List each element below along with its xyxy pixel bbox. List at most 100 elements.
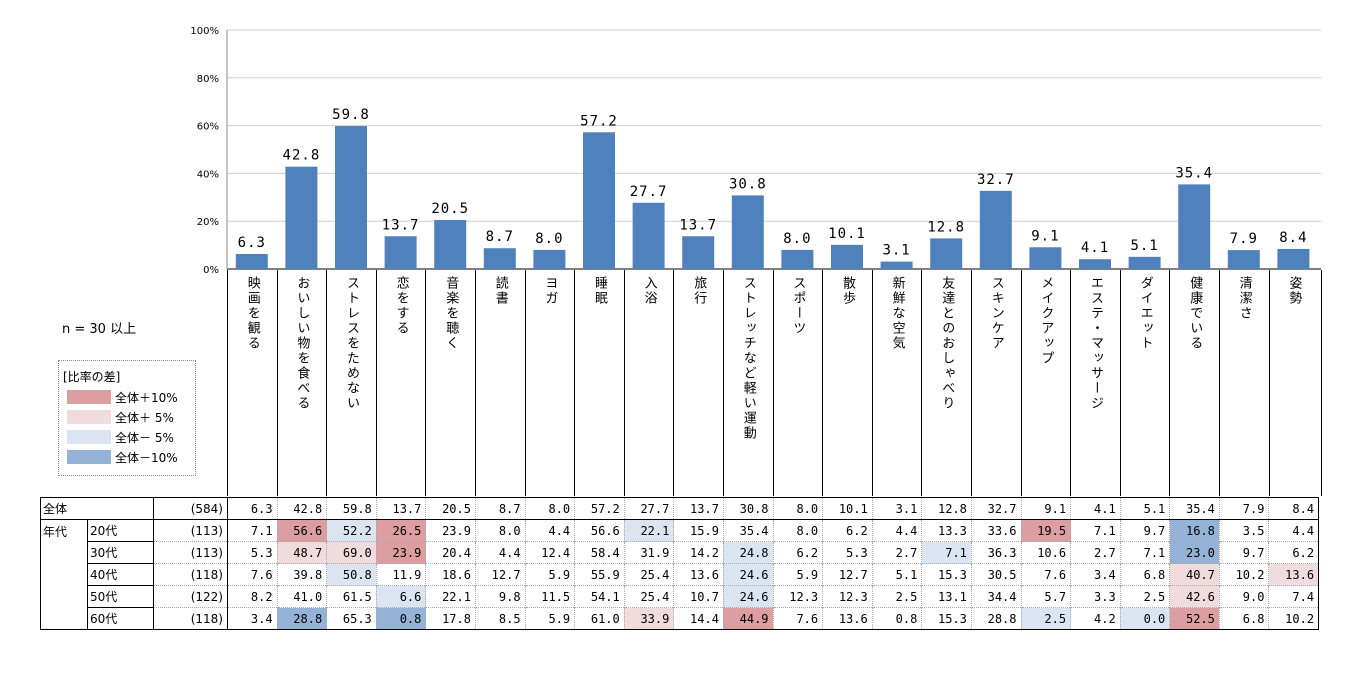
- table-cell: 69.0: [326, 541, 377, 564]
- table-cell: 4.4: [1268, 519, 1320, 542]
- table-cell: 13.7: [673, 497, 724, 520]
- bar: [384, 236, 417, 269]
- table-cell: 33.6: [970, 519, 1021, 542]
- bar-value-labels: 6.3 42.8 59.8 13.7 20.5 8.7 8.0 57.2 27.7 13.7 30.…: [238, 107, 1307, 259]
- category-header: 睡眠: [574, 270, 624, 496]
- table-cell: 34.4: [970, 585, 1021, 608]
- category-label: 姿勢: [1286, 276, 1302, 306]
- table-cell: 65.3: [326, 607, 377, 630]
- table-cell: 12.7: [474, 563, 526, 586]
- bar-value-label: 3.1: [882, 243, 910, 259]
- category-label: スポーツ: [790, 276, 806, 336]
- row-count: (113): [153, 519, 228, 542]
- row-count: (122): [153, 585, 228, 608]
- table-cell: 6.3: [227, 497, 278, 520]
- table-cell: 55.9: [574, 563, 625, 586]
- table-cell: 4.1: [1070, 497, 1121, 520]
- legend-item: 全体－10%: [67, 449, 195, 465]
- table-cell: 8.0: [474, 519, 526, 542]
- legend-item: 全体＋10%: [67, 389, 195, 405]
- row-count: (113): [153, 541, 228, 564]
- table-cell: 10.7: [673, 585, 724, 608]
- table-cell: 58.4: [574, 541, 625, 564]
- table-cell: 20.5: [425, 497, 476, 520]
- bar-value-label: 59.8: [332, 107, 370, 123]
- y-tick-label: 20%: [197, 217, 219, 228]
- y-tick-label: 60%: [197, 122, 219, 133]
- table-cell: 10.2: [1268, 607, 1320, 630]
- table-cell: 13.6: [673, 563, 724, 586]
- y-axis-ticks: 100% 80% 60% 40% 20% 0%: [190, 26, 219, 276]
- header-right-border: [1321, 270, 1322, 496]
- table-cell: 12.3: [822, 585, 873, 608]
- bar-value-label: 9.1: [1031, 228, 1059, 244]
- legend-swatch: [67, 390, 111, 404]
- category-label: 映画を観る: [244, 276, 260, 351]
- table-cell: 5.1: [1119, 497, 1170, 520]
- table-row: 年代 20代 (113) 7.1 56.6 52.2 26.5 23.9 8.0 4.4 56.6 2…: [40, 519, 1320, 630]
- table-cell: 22.1: [425, 585, 476, 608]
- category-label: 入浴: [641, 276, 657, 306]
- bar: [1029, 247, 1062, 269]
- row-count: (118): [153, 563, 228, 586]
- legend-label: 全体＋ 5%: [115, 411, 174, 425]
- category-label: スキンケア: [988, 276, 1004, 351]
- table-cell: 8.4: [1268, 497, 1320, 520]
- table-cell: 12.4: [524, 541, 575, 564]
- category-label: 読書: [492, 276, 508, 306]
- table-cell: 7.6: [1020, 563, 1071, 586]
- category-label: ストレッチなど軽い運動: [740, 276, 756, 441]
- table-cell: 5.9: [524, 563, 575, 586]
- table-cell: 56.6: [574, 519, 625, 542]
- table-cell: 14.4: [673, 607, 724, 630]
- bar: [682, 236, 715, 269]
- table-cell: 6.2: [822, 519, 873, 542]
- table-cell: 50.8: [326, 563, 377, 586]
- category-label: 恋をする: [393, 276, 409, 336]
- category-label: 健康でいる: [1187, 276, 1203, 351]
- table-cell: 23.0: [1169, 541, 1220, 564]
- table-cell: 3.4: [1070, 563, 1121, 586]
- category-header: 散歩: [822, 270, 872, 496]
- data-table: 全体 (584) 6.3 42.8 59.8 13.7 20.5 8.7 8.0 57.2 27.7…: [40, 497, 1320, 630]
- table-cell: 9.0: [1218, 585, 1269, 608]
- table-cell: 10.1: [822, 497, 873, 520]
- bar: [483, 248, 516, 269]
- table-row: 50代 (122) 8.2 41.0 61.5 6.6 22.1 9.8 11.5 54.1 25.…: [41, 585, 1320, 608]
- table-cell: 10.2: [1218, 563, 1269, 586]
- row-count: (118): [153, 607, 228, 630]
- table-cell: 7.1: [227, 519, 278, 542]
- bar-value-label: 5.1: [1130, 238, 1158, 254]
- bar: [1277, 248, 1310, 269]
- table-row: 60代 (118) 3.4 28.8 65.3 0.8 17.8 8.5 5.9 61.0 33.9…: [41, 607, 1320, 630]
- category-label: ヨガ: [542, 276, 558, 306]
- legend-label: 全体－ 5%: [115, 431, 174, 445]
- table-cell: 9.1: [1020, 497, 1071, 520]
- table-cell: 39.8: [276, 563, 327, 586]
- table-cell: 6.6: [375, 585, 426, 608]
- category-label: エステ・マッサージ: [1087, 276, 1103, 411]
- row-count: (584): [153, 497, 228, 520]
- category-label: 友達とのおしゃべり: [939, 276, 955, 411]
- table-cell: 32.7: [970, 497, 1021, 520]
- table-cell: 7.6: [227, 563, 278, 586]
- bar-value-label: 10.1: [828, 226, 866, 242]
- table-cell: 25.4: [623, 563, 674, 586]
- category-label: 清潔さ: [1236, 276, 1252, 321]
- table-cell: 52.5: [1169, 607, 1220, 630]
- row-label: 60代: [87, 607, 154, 630]
- table-cell: 31.9: [623, 541, 674, 564]
- table-cell: 6.2: [1268, 541, 1320, 564]
- table-cell: 20.4: [425, 541, 476, 564]
- table-row: 全体 (584) 6.3 42.8 59.8 13.7 20.5 8.7 8.0 57.2 27.7…: [40, 497, 1320, 520]
- table-cell: 2.7: [1070, 541, 1121, 564]
- category-label: 新鮮な空気: [889, 276, 905, 351]
- category-label: 睡眠: [591, 276, 607, 306]
- table-cell: 17.8: [425, 607, 476, 630]
- table-cell: 6.2: [772, 541, 823, 564]
- table-cell: 7.1: [921, 541, 972, 564]
- bar-value-label: 57.2: [580, 113, 618, 129]
- table-cell: 3.4: [227, 607, 278, 630]
- table-cell: 13.7: [375, 497, 426, 520]
- sample-note: n = 30 以上: [62, 322, 137, 337]
